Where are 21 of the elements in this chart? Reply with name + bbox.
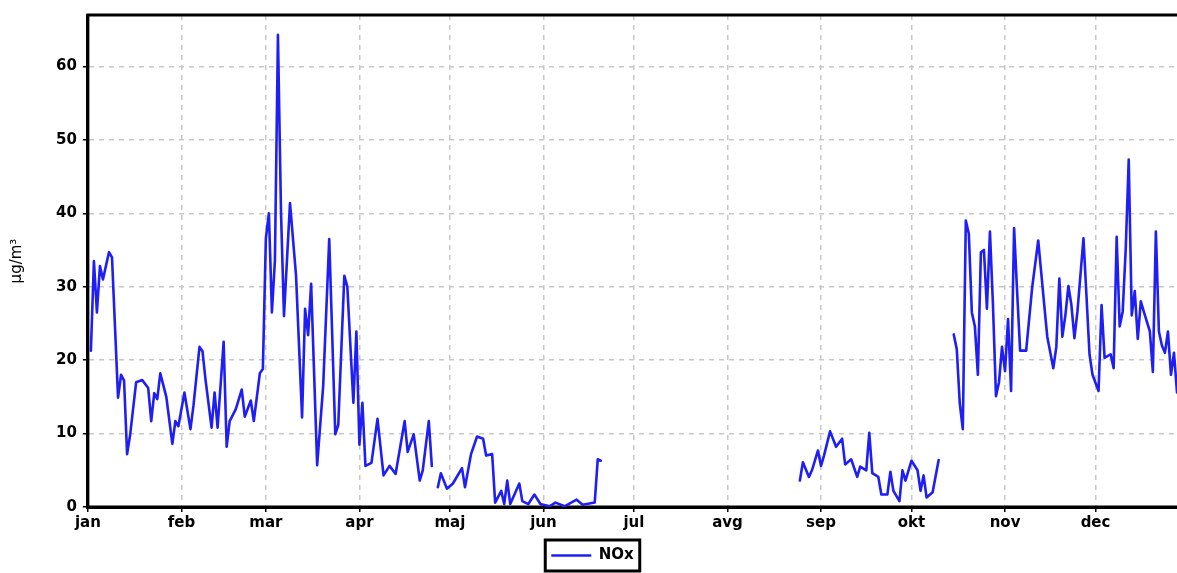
legend-label: NOx [598, 545, 635, 564]
x-tick-label: apr [345, 512, 375, 531]
x-tick-label: jul [622, 512, 645, 531]
x-tick-label: mar [249, 512, 284, 531]
y-tick-label: 30 [56, 276, 77, 295]
y-tick-label: 50 [56, 129, 77, 148]
y-axis-title: µg/m³ [6, 238, 25, 284]
x-tick-label: okt [897, 512, 926, 531]
y-tick-label: 40 [56, 203, 77, 222]
x-tick-label: dec [1080, 512, 1111, 531]
y-tick-label: 10 [56, 423, 77, 442]
x-tick-label: nov [989, 512, 1021, 531]
y-tick-label: 0 [66, 496, 77, 515]
x-tick-label: jan [73, 512, 101, 531]
x-tick-label: avg [712, 512, 743, 531]
x-tick-label: jun [529, 512, 557, 531]
y-tick-label: 20 [56, 350, 77, 369]
x-tick-label: maj [434, 512, 466, 531]
x-tick-label: sep [806, 512, 837, 531]
x-tick-label: feb [167, 512, 196, 531]
y-tick-label: 60 [56, 56, 77, 75]
